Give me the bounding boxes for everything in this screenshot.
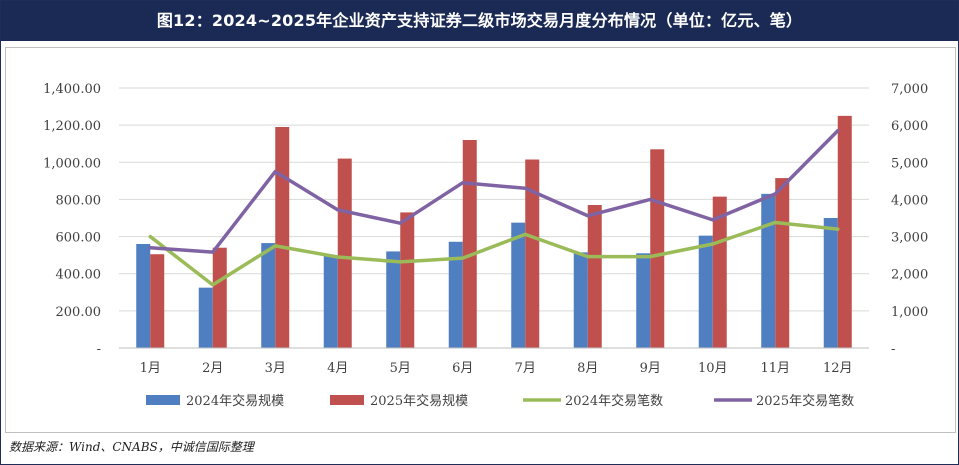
bar-2024 [511, 222, 526, 348]
y-left-tick-label: 400.00 [56, 268, 102, 283]
x-tick-label: 7月 [515, 361, 536, 376]
x-tick-label: 8月 [577, 361, 598, 376]
x-tick-label: 9月 [640, 361, 661, 376]
y-right-tick-label: 2,000 [891, 268, 928, 283]
bar-2024 [198, 287, 213, 348]
y-left-tick-label: 1,200.00 [43, 119, 101, 134]
bar-2024 [823, 218, 838, 348]
bar-2025 [837, 115, 852, 348]
legend-label: 2025年交易规模 [370, 393, 468, 409]
bar-2024 [136, 244, 151, 348]
bar-2025 [650, 149, 665, 348]
x-tick-label: 4月 [327, 361, 348, 376]
source-note: 数据来源：Wind、CNABS，中诚信国际整理 [9, 440, 254, 454]
bar-2025 [150, 254, 165, 348]
y-right-tick-label: 5,000 [891, 156, 928, 171]
legend-label: 2024年交易笔数 [565, 393, 663, 409]
y-left-tick-label: 1,000.00 [43, 156, 101, 171]
bar-2024 [698, 235, 713, 348]
bar-2024 [386, 251, 401, 348]
x-tick-label: 6月 [452, 361, 473, 376]
y-right-tick-label: - [891, 342, 895, 357]
bar-2024 [573, 252, 588, 348]
bar-2025 [712, 196, 727, 348]
bar-2024 [636, 253, 651, 348]
bar-2025 [587, 205, 602, 348]
y-left-tick-label: 800.00 [56, 193, 102, 208]
legend-swatch [330, 395, 364, 405]
y-left-tick-label: 200.00 [56, 305, 102, 320]
bar-2025 [400, 212, 415, 348]
y-left-tick-label: 1,400.00 [43, 82, 101, 97]
bar-2025 [775, 178, 790, 348]
bar-2025 [525, 159, 540, 348]
x-tick-label: 5月 [390, 361, 411, 376]
legend-label: 2024年交易规模 [186, 393, 284, 409]
bar-2025 [212, 247, 227, 348]
chart-svg: - 200.00 400.00 600.00 800.00 1,000.00 1,200.0… [43, 82, 928, 409]
y-right-tick-label: 4,000 [891, 193, 928, 208]
x-tick-label: 1月 [140, 361, 161, 376]
bar-2025 [337, 158, 352, 348]
bar-2024 [761, 193, 776, 348]
x-tick-label: 3月 [265, 361, 286, 376]
line-2025 [148, 128, 840, 254]
bar-2025 [462, 140, 477, 348]
x-tick-label: 2月 [202, 361, 223, 376]
chart-title: 图12：2024~2025年企业资产支持证券二级市场交易月度分布情况（单位：亿元… [1, 1, 958, 41]
y-left-tick-label: - [97, 342, 101, 357]
y-right-tick-label: 6,000 [891, 119, 928, 134]
legend-swatch [146, 395, 180, 405]
legend-label: 2025年交易笔数 [756, 393, 854, 409]
chart-area: - 200.00 400.00 600.00 800.00 1,000.00 1,200.0… [5, 47, 956, 433]
line-2024 [148, 220, 840, 287]
y-right-tick-label: 1,000 [891, 305, 928, 320]
y-right-tick-label: 7,000 [891, 82, 928, 97]
x-tick-label: 10月 [698, 361, 728, 376]
x-tick-label: 12月 [823, 361, 853, 376]
bar-2025 [275, 127, 290, 348]
bar-2024 [323, 255, 338, 348]
bar-2024 [261, 243, 276, 348]
y-left-tick-label: 600.00 [56, 231, 102, 246]
bar-2024 [448, 241, 463, 348]
y-right-tick-label: 3,000 [891, 231, 928, 246]
x-tick-label: 11月 [760, 361, 790, 376]
